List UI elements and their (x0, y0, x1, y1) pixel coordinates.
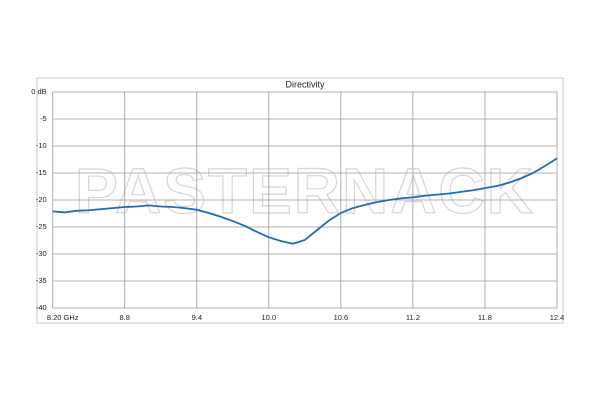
watermark: PASTERNACK (75, 155, 535, 227)
chart-title: Directivity (285, 79, 325, 89)
y-tick-label: -25 (36, 222, 47, 231)
x-tick-label: 10.0 (262, 313, 277, 322)
x-tick-label: 11.8 (478, 313, 492, 322)
y-tick-label: -40 (36, 303, 47, 312)
y-tick-label: -30 (36, 249, 47, 258)
y-tick-label: -10 (36, 141, 47, 150)
x-tick-label: 11.2 (406, 313, 420, 322)
data-line (52, 157, 558, 245)
x-tick-label: 9.4 (192, 313, 202, 322)
y-tick-label: 0 dB (31, 87, 46, 96)
y-tick-label: -20 (36, 195, 47, 204)
x-tick-label: 12.4 (550, 313, 565, 322)
y-tick-label: -15 (36, 168, 47, 177)
y-tick-label: -35 (36, 276, 47, 285)
x-tick-label: 8.8 (120, 313, 130, 322)
x-tick-label: 10.6 (334, 313, 349, 322)
x-tick-label: 8.20 GHz (47, 313, 79, 322)
y-tick-label: -5 (40, 114, 47, 123)
